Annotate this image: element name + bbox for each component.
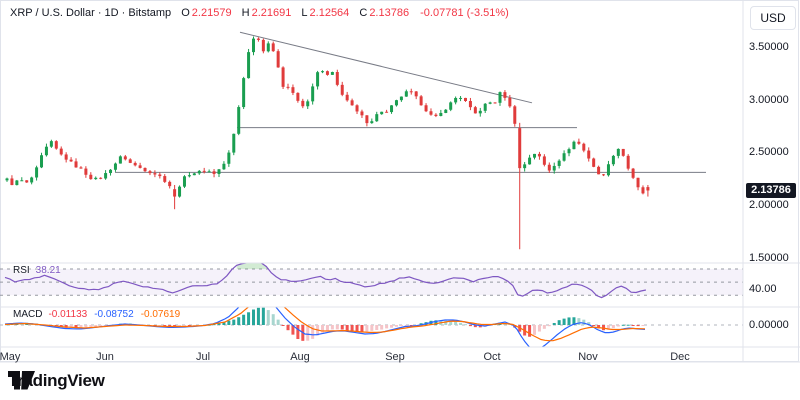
- macd-line-value: -0.08752: [94, 309, 134, 320]
- rsi-axis-label: 40.00: [749, 282, 777, 295]
- open-value: 2.21579: [191, 7, 232, 19]
- macd-signal-value: -0.07619: [140, 309, 181, 320]
- currency-usd-button[interactable]: USD: [750, 6, 796, 30]
- month-label-oct: Oct: [483, 351, 501, 363]
- rsi-title: RSI: [13, 265, 30, 276]
- month-label-aug: Aug: [290, 351, 310, 363]
- price-tick-label: 2.00000: [749, 198, 789, 211]
- close-value: 2.13786: [369, 7, 410, 19]
- month-label-jul: Jul: [195, 351, 211, 363]
- close-letter: C: [359, 7, 368, 19]
- high-value: 2.21691: [251, 7, 292, 19]
- month-label-may: May: [0, 351, 21, 363]
- month-label-sep: Sep: [385, 351, 405, 363]
- tradingview-logo[interactable]: TradingView: [8, 371, 105, 391]
- macd-title: MACD: [13, 309, 43, 320]
- change-value: -0.07781 (-3.51%): [420, 7, 509, 19]
- price-tick-label: 1.50000: [749, 251, 789, 264]
- rsi-indicator-label[interactable]: RSI 38.21: [13, 265, 61, 276]
- low-value: 2.12564: [309, 7, 350, 19]
- chart-canvas[interactable]: [0, 0, 800, 365]
- open-letter: O: [181, 7, 190, 19]
- price-tick-label: 2.50000: [749, 146, 789, 159]
- macd-axis-label: 0.00000: [749, 319, 789, 331]
- tradingview-logo-icon: [8, 371, 35, 390]
- high-letter: H: [241, 7, 250, 19]
- month-label-dec: Dec: [670, 351, 690, 363]
- low-letter: L: [301, 7, 308, 19]
- macd-indicator-label[interactable]: MACD -0.01133 -0.08752 -0.07619: [13, 309, 180, 320]
- chart-widget: [0, 0, 799, 362]
- symbol-legend[interactable]: XRP / U.S. Dollar · 1D · Bitstamp O 2.215…: [10, 7, 511, 19]
- rsi-value: 38.21: [35, 265, 61, 276]
- month-label-jun: Jun: [96, 351, 114, 363]
- price-tick-label: 3.50000: [749, 41, 789, 53]
- symbol-title: XRP / U.S. Dollar · 1D · Bitstamp: [10, 7, 172, 19]
- price-tick-label: 3.00000: [749, 93, 789, 106]
- last-price-badge: 2.13786: [746, 182, 796, 198]
- macd-hist-value: -0.01133: [48, 309, 88, 320]
- month-label-nov: Nov: [578, 351, 598, 363]
